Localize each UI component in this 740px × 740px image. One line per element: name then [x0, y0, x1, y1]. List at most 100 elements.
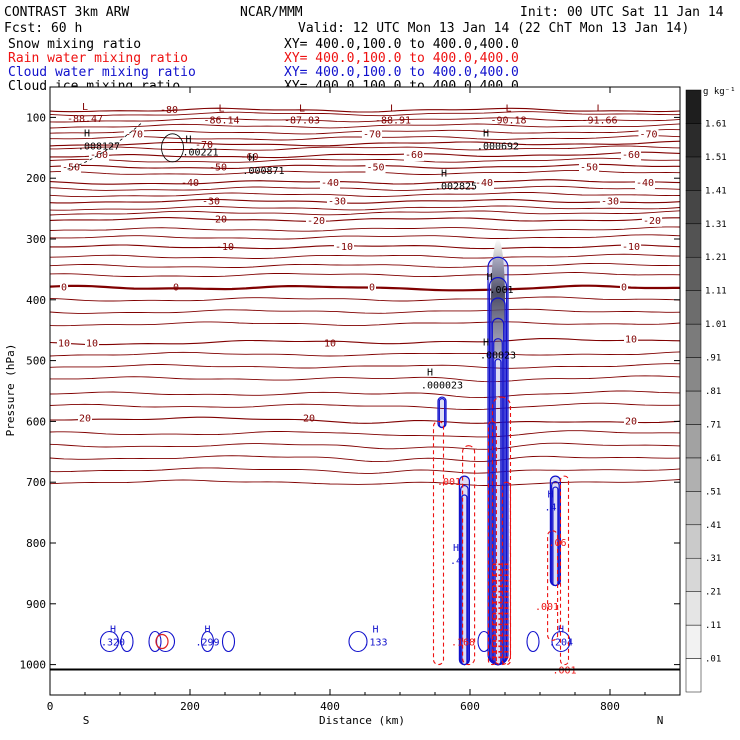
label-mask: [59, 282, 69, 294]
colorbar-label: .81: [705, 387, 721, 397]
isotherm-label--50: -50: [209, 162, 227, 173]
colorbar-label: .21: [705, 588, 721, 598]
cloud-ice-shading: [491, 238, 505, 361]
isotherm-label: 20: [625, 416, 637, 427]
isotherm-label: -50: [62, 162, 80, 173]
isotherm-label: -70: [639, 129, 657, 140]
y-tick-label: 400: [26, 294, 46, 307]
low-value: -91.66: [581, 115, 617, 126]
isotherm-label: -60: [622, 150, 640, 161]
isotherm-line: [49, 253, 681, 259]
snow-value: .002825: [435, 182, 477, 193]
boundary-cloud-contour: [99, 630, 120, 653]
south-label: S: [83, 714, 90, 727]
label-mask: [620, 150, 642, 162]
x-tick-label: 600: [460, 700, 480, 713]
low-value: -88.47: [67, 114, 103, 125]
isotherm-line: [49, 157, 680, 163]
cloud-water-high: H: [110, 625, 116, 636]
snow-high-marker: H: [441, 169, 447, 180]
y-tick-label: 200: [26, 172, 46, 185]
boundary-cloud-contour: [526, 630, 540, 653]
isotherm--30: [49, 198, 681, 204]
colorbar-swatch: [685, 156, 702, 191]
cloud-water-value: .4: [450, 556, 462, 567]
isotherm-label-10: 10: [324, 339, 336, 350]
cloud-water-contour: [461, 494, 468, 666]
low-value: -86.14: [203, 115, 239, 126]
isotherm-line: [50, 375, 681, 383]
colorbar-swatch: [685, 624, 702, 659]
isotherm-line: [49, 262, 680, 268]
label-mask: [305, 215, 327, 227]
label-mask: [599, 196, 621, 208]
label-mask: [319, 178, 341, 190]
colorbar-swatch: [685, 123, 702, 158]
snow-contour: [161, 133, 184, 163]
isotherm-label-0: 0: [173, 283, 179, 294]
label-mask: [473, 178, 495, 190]
snow-value: .008127: [78, 142, 120, 153]
isotherm-line: [49, 351, 681, 357]
isotherm-label--40: -40: [181, 178, 199, 189]
label-mask: [638, 129, 659, 141]
isotherm--40: [49, 179, 681, 185]
colorbar-units: g kg⁻¹: [703, 87, 736, 97]
cloud-water-contour: [438, 398, 446, 429]
colorbar-swatch: [685, 658, 702, 693]
isotherm--80: [49, 107, 681, 113]
label-mask: [123, 129, 145, 141]
isotherm-label--10: -10: [216, 242, 234, 253]
isotherm-line: [49, 390, 681, 399]
y-tick-label: 1000: [20, 659, 47, 672]
isotherm-line: [49, 455, 681, 463]
colorbar-label: 1.41: [705, 186, 727, 196]
boundary-cloud-contour: [120, 630, 134, 653]
x-tick-label: 0: [47, 700, 54, 713]
label-mask: [56, 338, 72, 350]
colorbar-swatch: [685, 89, 702, 124]
colorbar-label: 1.21: [705, 253, 727, 263]
y-tick-label: 500: [26, 355, 46, 368]
plot-area: [50, 87, 680, 695]
label-mask: [620, 241, 642, 253]
isotherm-label: -40: [321, 178, 339, 189]
legend: Snow mixing ratio XY= 400.0,100.0 to 400.…: [8, 37, 519, 94]
rain-contour: [559, 475, 570, 666]
rain-value: .168: [451, 638, 475, 649]
cloud-water-high: H: [558, 625, 564, 636]
x-tick-label: 200: [180, 700, 200, 713]
label-mask: [333, 241, 355, 253]
isotherm-line: [49, 442, 681, 450]
isotherm-label: -30: [601, 196, 619, 207]
label-mask: [326, 196, 348, 208]
boundary-cloud-contour: [200, 630, 215, 653]
isotherm-label: -70: [363, 129, 381, 140]
colorbar-swatch: [685, 491, 702, 526]
label-mask: [77, 413, 93, 425]
isotherm-label: -70: [125, 129, 143, 140]
title-center: NCAR/MMM: [240, 5, 303, 20]
legend-entry-3: Cloud water mixing ratio: [8, 65, 196, 80]
isotherm--20: [49, 217, 680, 222]
snow-value: .001: [489, 285, 513, 296]
colorbar-swatch: [685, 524, 702, 559]
low-marker: L: [390, 103, 396, 114]
cloud-water-contour: [494, 358, 502, 666]
isotherm-label: -60: [90, 150, 108, 161]
rain-water-contours: .001 .001 .001 .168 .06: [432, 396, 577, 677]
isotherm--70: [49, 140, 681, 147]
isotherm-line: [49, 117, 681, 123]
label-mask: [84, 338, 100, 350]
colorbar: .01 .11 .21 .31 .41 .51 .61 .71 .81 .91 1.01 1.11 1.…: [685, 89, 727, 693]
cloud-ice-plume: [491, 238, 505, 361]
legend-entry-1: Snow mixing ratio: [8, 37, 141, 52]
boundary-cloud-contour: [348, 630, 368, 653]
boundary-rain-contour: [155, 633, 169, 650]
colorbar-swatch: [685, 190, 702, 225]
isotherm-line: [49, 192, 681, 198]
low-marker: L: [505, 103, 511, 114]
isotherm-label--30: -30: [202, 196, 220, 207]
